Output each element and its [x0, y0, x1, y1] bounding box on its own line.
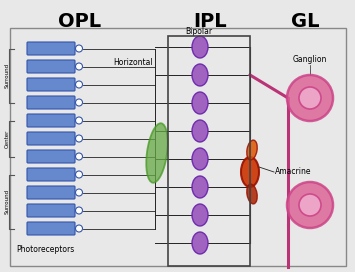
FancyBboxPatch shape: [27, 114, 75, 127]
Text: Bipolar: Bipolar: [185, 27, 213, 36]
FancyBboxPatch shape: [27, 96, 75, 109]
Ellipse shape: [192, 120, 208, 142]
Circle shape: [76, 45, 82, 52]
Text: OPL: OPL: [59, 12, 102, 31]
Circle shape: [76, 99, 82, 106]
Text: IPL: IPL: [193, 12, 227, 31]
Ellipse shape: [192, 92, 208, 114]
Ellipse shape: [192, 204, 208, 226]
Circle shape: [76, 189, 82, 196]
Ellipse shape: [192, 232, 208, 254]
Circle shape: [76, 207, 82, 214]
Text: Surround: Surround: [5, 189, 10, 214]
FancyBboxPatch shape: [27, 222, 75, 235]
FancyBboxPatch shape: [27, 168, 75, 181]
Text: GL: GL: [291, 12, 319, 31]
Text: Horizontal: Horizontal: [113, 58, 153, 67]
Text: Photoreceptors: Photoreceptors: [16, 245, 74, 254]
Ellipse shape: [192, 36, 208, 58]
Circle shape: [299, 194, 321, 216]
Circle shape: [287, 75, 333, 121]
FancyBboxPatch shape: [27, 186, 75, 199]
FancyBboxPatch shape: [27, 60, 75, 73]
Circle shape: [76, 63, 82, 70]
Ellipse shape: [192, 64, 208, 86]
FancyBboxPatch shape: [27, 204, 75, 217]
FancyBboxPatch shape: [27, 150, 75, 163]
Circle shape: [287, 182, 333, 228]
FancyBboxPatch shape: [27, 42, 75, 55]
Ellipse shape: [241, 157, 259, 187]
Text: Center: Center: [5, 129, 10, 148]
Ellipse shape: [247, 184, 257, 204]
Circle shape: [76, 153, 82, 160]
Ellipse shape: [192, 148, 208, 170]
Circle shape: [76, 81, 82, 88]
Ellipse shape: [192, 176, 208, 198]
Ellipse shape: [146, 123, 168, 183]
Circle shape: [299, 87, 321, 109]
FancyBboxPatch shape: [27, 78, 75, 91]
FancyBboxPatch shape: [27, 132, 75, 145]
Text: Ganglion: Ganglion: [293, 55, 327, 64]
Text: Amacrine: Amacrine: [275, 168, 311, 177]
Bar: [10, 28, 346, 266]
Circle shape: [76, 135, 82, 142]
Circle shape: [76, 117, 82, 124]
Circle shape: [76, 225, 82, 232]
Circle shape: [76, 171, 82, 178]
Ellipse shape: [247, 140, 257, 160]
Bar: [168, 36, 250, 266]
Text: Surround: Surround: [5, 63, 10, 88]
